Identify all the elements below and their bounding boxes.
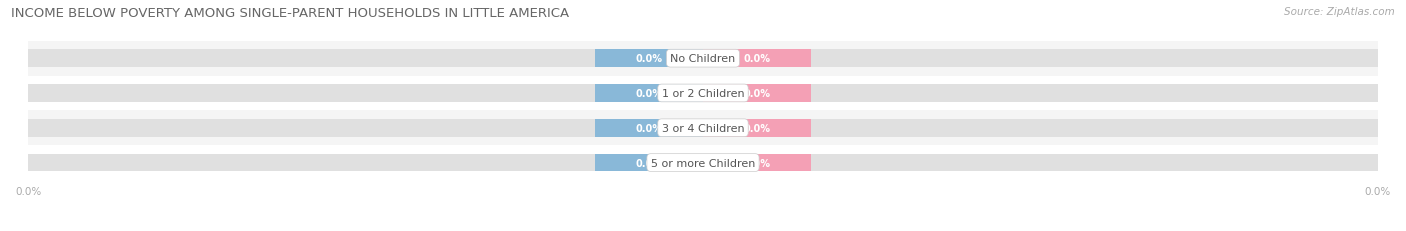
Text: 0.0%: 0.0%: [636, 54, 662, 64]
Text: 3 or 4 Children: 3 or 4 Children: [662, 123, 744, 133]
Text: 0.0%: 0.0%: [636, 158, 662, 168]
Text: 0.0%: 0.0%: [636, 123, 662, 133]
Bar: [28, 154, 1378, 172]
Bar: [28, 76, 1378, 111]
Text: 1 or 2 Children: 1 or 2 Children: [662, 88, 744, 99]
Bar: [28, 146, 1378, 180]
Bar: [703, 154, 811, 172]
Text: 0.0%: 0.0%: [744, 54, 770, 64]
Text: 0.0%: 0.0%: [744, 123, 770, 133]
Bar: [28, 42, 1378, 76]
Bar: [703, 119, 811, 137]
Bar: [703, 85, 811, 102]
Text: 5 or more Children: 5 or more Children: [651, 158, 755, 168]
Bar: [28, 50, 1378, 68]
Text: INCOME BELOW POVERTY AMONG SINGLE-PARENT HOUSEHOLDS IN LITTLE AMERICA: INCOME BELOW POVERTY AMONG SINGLE-PARENT…: [11, 7, 569, 20]
Bar: [28, 119, 1378, 137]
Text: 0.0%: 0.0%: [636, 88, 662, 99]
Text: 0.0%: 0.0%: [744, 88, 770, 99]
Text: No Children: No Children: [671, 54, 735, 64]
Bar: [595, 119, 703, 137]
Bar: [703, 50, 811, 68]
Bar: [28, 111, 1378, 146]
Bar: [595, 85, 703, 102]
Text: Source: ZipAtlas.com: Source: ZipAtlas.com: [1284, 7, 1395, 17]
Bar: [28, 85, 1378, 102]
Bar: [595, 154, 703, 172]
Text: 0.0%: 0.0%: [744, 158, 770, 168]
Bar: [595, 50, 703, 68]
